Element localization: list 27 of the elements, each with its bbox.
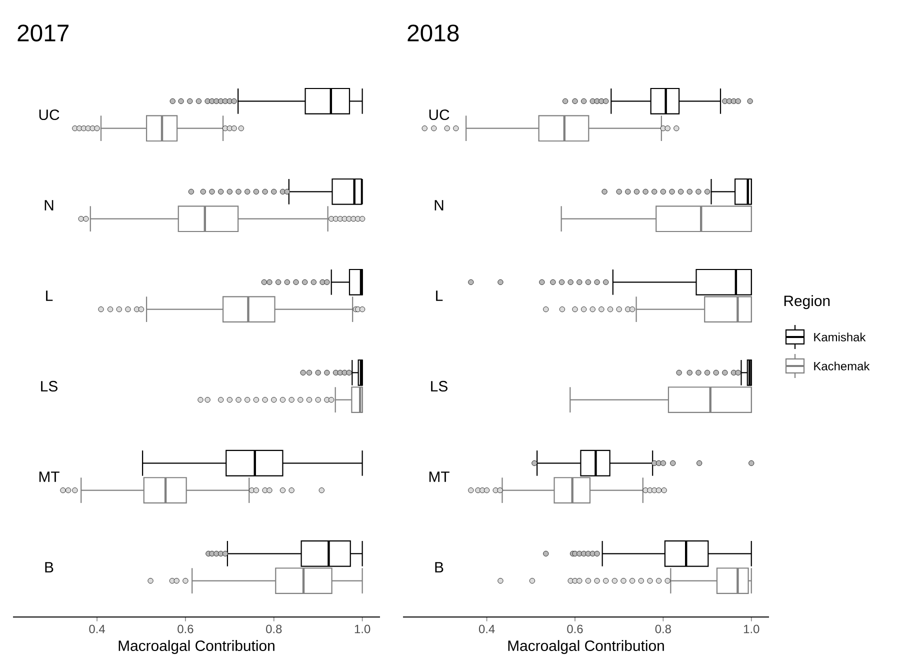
y-tick-label: LS [41, 380, 58, 392]
x-axis-title: Macroalgal Contribution [508, 640, 664, 654]
x-tick-label: 0.6 [178, 624, 194, 634]
x-tick-label: 0.6 [567, 624, 583, 634]
y-tick-label: B [45, 562, 54, 572]
y-tick-label: MT [39, 472, 60, 482]
x-tick-label: 0.4 [478, 624, 495, 634]
y-tick-label: B [435, 562, 444, 572]
legend-label: Kamishak [814, 332, 866, 342]
x-axis-title: Macroalgal Contribution [118, 640, 274, 654]
y-tick-label: UC [429, 109, 450, 120]
chart-title: 2018 [408, 24, 459, 42]
y-tick-label: N [44, 200, 54, 210]
y-tick-label: LS [431, 380, 448, 392]
x-tick-label: 0.8 [655, 624, 671, 634]
legend-title: Region [784, 295, 830, 310]
y-tick-label: N [434, 200, 444, 210]
y-tick-label: L [46, 290, 53, 301]
y-tick-label: MT [429, 472, 450, 482]
legend-label: Kachemak [814, 362, 870, 370]
chart-title: 2017 [18, 24, 69, 42]
y-tick-label: UC [39, 109, 60, 120]
x-tick-label: 0.8 [266, 624, 282, 634]
x-tick-label: 1.0 [354, 624, 370, 634]
x-tick-label: 1.0 [744, 624, 760, 634]
y-tick-label: L [436, 290, 443, 301]
x-tick-label: 0.4 [89, 624, 105, 634]
